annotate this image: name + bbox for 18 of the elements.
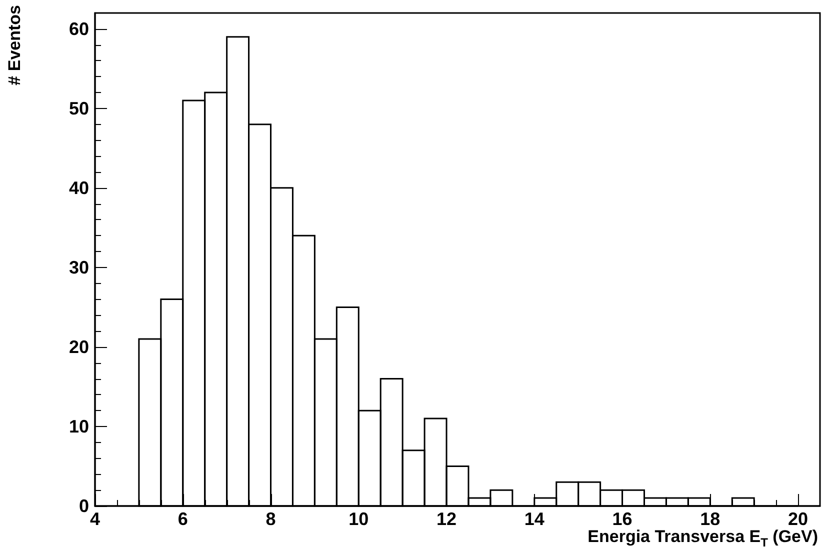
y-axis-title: # Eventos	[5, 5, 25, 86]
x-tick-label: 18	[700, 509, 720, 529]
x-tick-label: 12	[436, 509, 457, 529]
x-tick-label: 8	[266, 509, 276, 529]
y-tick-label: 30	[68, 257, 89, 278]
x-tick-label: 10	[348, 509, 369, 529]
y-tick-label: 10	[68, 416, 89, 436]
y-tick-label: 60	[68, 18, 89, 39]
x-tick-label: 16	[612, 509, 632, 529]
x-axis-title: Energia Transversa E$_{T}$ (GeV)	[588, 527, 818, 550]
x-tick-label: 6	[178, 509, 188, 529]
y-tick-label: 50	[68, 98, 89, 118]
x-tick-label: 4	[90, 509, 100, 529]
y-tick-label: 40	[68, 178, 89, 198]
x-tick-label: 14	[524, 509, 544, 529]
y-tick-label: 0	[78, 496, 89, 516]
x-tick-label: 20	[788, 509, 808, 529]
y-tick-label: 20	[68, 336, 89, 357]
